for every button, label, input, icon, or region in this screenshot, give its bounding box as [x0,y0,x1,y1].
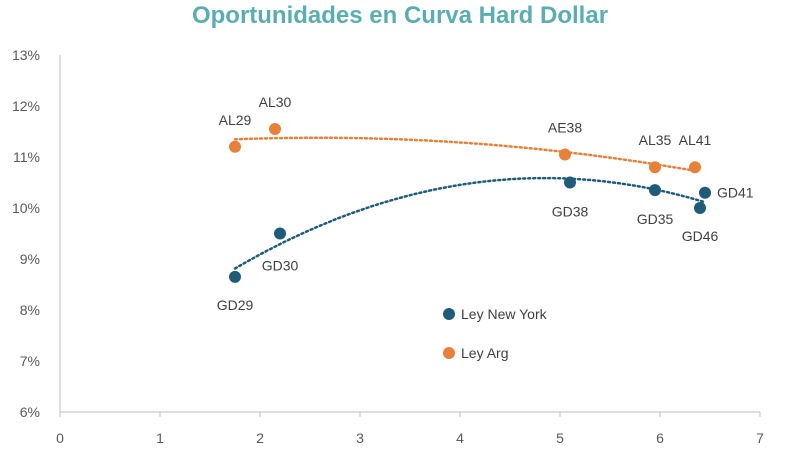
point-al29 [229,140,241,153]
point-label-al29: AL29 [219,112,252,128]
x-tick-label: 4 [456,430,464,446]
point-label-al30: AL30 [259,94,292,110]
chart-title: Oportunidades en Curva Hard Dollar [191,2,609,29]
y-tick-label: 10% [12,200,40,216]
point-labels: GD29 GD30 GD38 GD35 GD46 GD41 AL29 AL30 AE38 AL35… [217,94,754,313]
point-ae38 [559,148,571,161]
legend: Ley New York Ley Arg [443,306,548,361]
y-tick-label: 7% [20,353,40,369]
y-tick-label: 13% [12,47,40,63]
point-al35 [649,161,661,174]
legend-label: Ley New York [461,306,548,322]
point-al41 [689,161,701,174]
point-gd46 [694,202,706,214]
legend-marker [443,347,455,359]
x-tick-label: 7 [756,430,764,446]
x-tick-label: 6 [656,430,664,446]
y-tick-label: 8% [20,302,40,318]
point-al30 [269,122,281,135]
y-tick-label: 9% [20,251,40,267]
legend-label: Ley Arg [461,345,508,361]
data-points [229,122,711,283]
y-tick-label: 11% [13,149,40,165]
x-tick-label: 5 [556,430,564,446]
point-label-al35: AL35 [639,132,672,148]
point-label-al41: AL41 [679,132,712,148]
x-tick-label: 0 [56,430,64,446]
point-label-gd35: GD35 [637,211,674,227]
point-label-gd38: GD38 [552,204,589,220]
axes: 6% 7% 8% 9% 10% 11% 12% 13% 0 1 2 3 4 5 6 7 [12,47,764,446]
trendline-ley-arg [233,136,697,173]
point-label-gd30: GD30 [262,258,299,274]
legend-marker [443,308,455,320]
point-gd30 [274,227,286,240]
point-label-gd29: GD29 [217,297,254,313]
trendlines [233,136,707,270]
y-tick-label: 12% [12,98,40,114]
trendline-ley-new-york [233,176,707,270]
point-gd38 [564,176,576,189]
point-gd41 [699,186,711,199]
point-gd29 [229,270,241,283]
x-tick-label: 2 [256,430,264,446]
x-tick-label: 1 [156,430,164,446]
y-tick-label: 6% [20,404,40,420]
point-gd35 [649,184,661,197]
x-tick-label: 3 [356,430,364,446]
point-label-gd41: GD41 [717,185,754,201]
point-label-gd46: GD46 [682,228,719,244]
point-label-ae38: AE38 [548,119,582,135]
